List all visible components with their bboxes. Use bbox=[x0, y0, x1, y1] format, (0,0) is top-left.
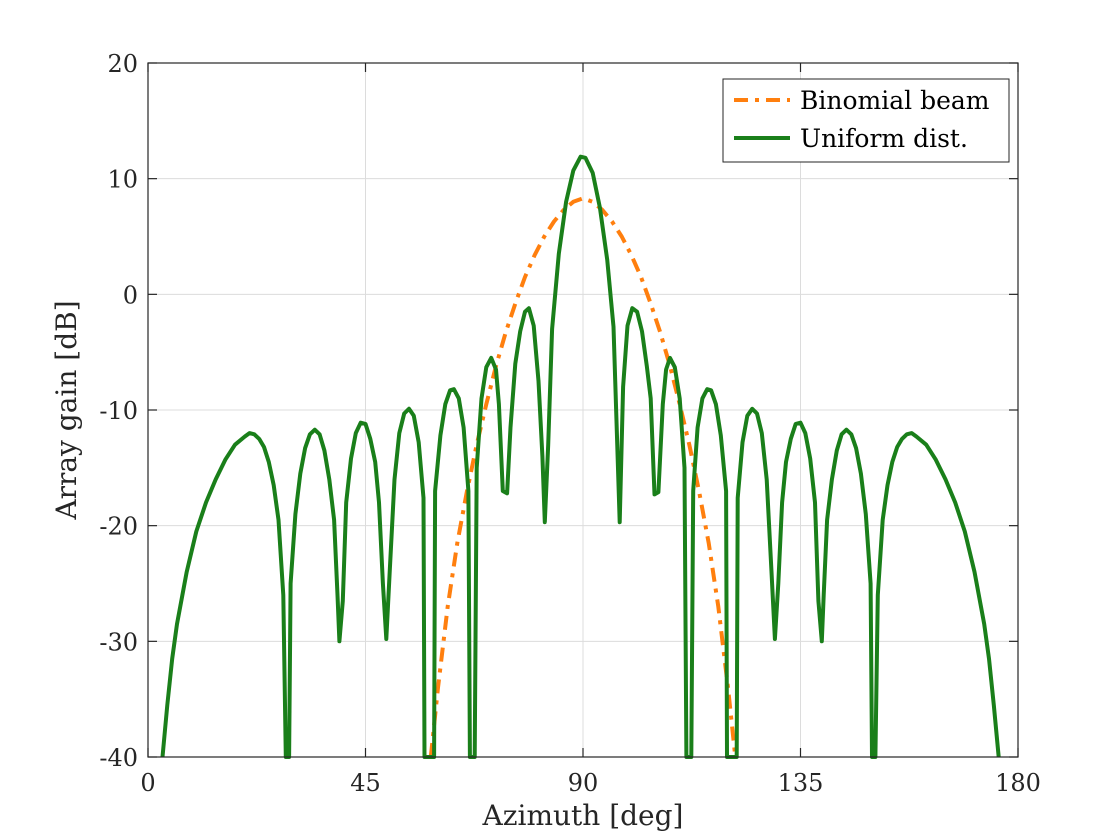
x-tick-label: 180 bbox=[995, 769, 1041, 797]
y-tick-label: -40 bbox=[99, 744, 138, 772]
y-tick-label: 20 bbox=[107, 50, 138, 78]
legend-label-binomial: Binomial beam bbox=[800, 86, 990, 115]
y-axis-label: Array gain [dB] bbox=[50, 300, 83, 520]
x-tick-label: 90 bbox=[568, 769, 599, 797]
x-axis-label: Azimuth [deg] bbox=[482, 799, 684, 832]
y-tick-label: -20 bbox=[99, 513, 138, 541]
x-tick-label: 45 bbox=[350, 769, 381, 797]
y-tick-label: -30 bbox=[99, 628, 138, 656]
x-tick-label: 135 bbox=[778, 769, 824, 797]
y-tick-labels: -40 -30 -20 -10 0 10 20 bbox=[99, 50, 138, 772]
x-tick-label: 0 bbox=[140, 769, 155, 797]
y-tick-label: 10 bbox=[107, 166, 138, 194]
x-tick-labels: 0 45 90 135 180 bbox=[140, 769, 1041, 797]
legend: Binomial beam Uniform dist. bbox=[722, 78, 1010, 163]
y-tick-label: 0 bbox=[123, 281, 138, 309]
legend-box bbox=[722, 78, 1010, 163]
y-tick-label: -10 bbox=[99, 397, 138, 425]
legend-label-uniform: Uniform dist. bbox=[800, 124, 968, 153]
series-layer bbox=[160, 154, 1001, 759]
ticks bbox=[147, 62, 1019, 758]
series-line-uniform bbox=[160, 154, 1001, 759]
